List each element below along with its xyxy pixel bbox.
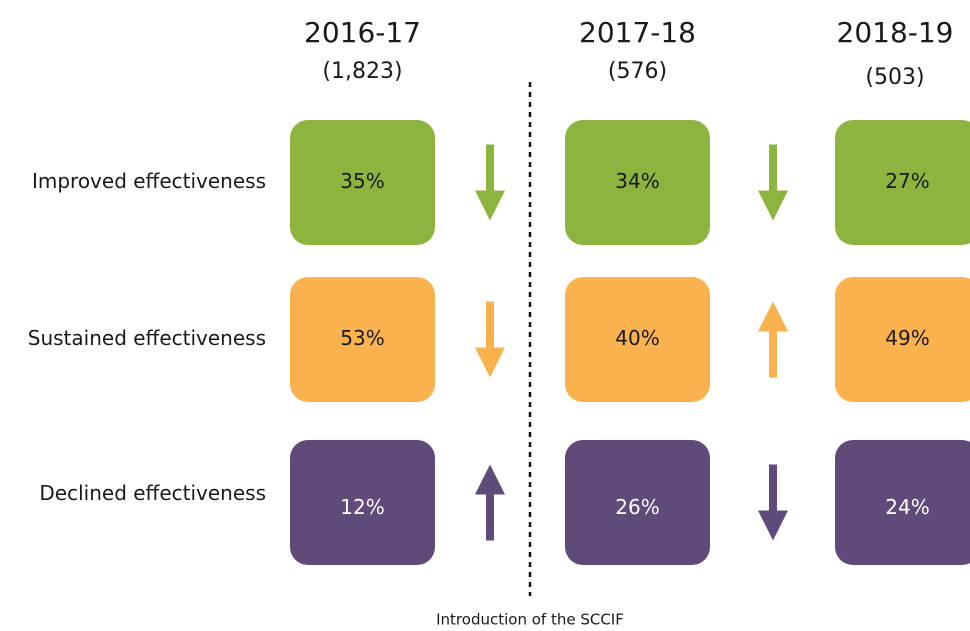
cell-value: 12%: [340, 495, 384, 519]
cell-box: [290, 120, 435, 245]
cell-box: [565, 120, 710, 245]
cell-value: 26%: [615, 495, 659, 519]
cell-value: 40%: [615, 326, 659, 350]
cell-box: [835, 440, 970, 565]
cell-value: 34%: [615, 169, 659, 193]
cell-box: [290, 440, 435, 565]
row-label: Improved effectiveness: [32, 169, 266, 193]
row-label: Declined effectiveness: [39, 481, 266, 505]
year-heading: 2018-19: [837, 16, 954, 49]
year-heading: 2016-17: [304, 16, 421, 49]
trend-arrow: [758, 301, 788, 378]
trend-arrow: [475, 464, 505, 541]
count-label: (1,823): [322, 59, 402, 84]
trend-arrow: [758, 144, 788, 221]
count-label: (503): [865, 65, 924, 90]
cell-box: [835, 120, 970, 245]
count-label: (576): [608, 59, 667, 84]
trend-arrow: [758, 464, 788, 541]
cell-value: 27%: [885, 169, 929, 193]
cell-value: 49%: [885, 326, 929, 350]
cell-box: [835, 277, 970, 402]
cell-box: [290, 277, 435, 402]
trend-arrow: [475, 301, 505, 378]
footnote: Introduction of the SCCIF: [436, 611, 624, 629]
year-heading: 2017-18: [579, 16, 696, 49]
cell-value: 53%: [340, 326, 384, 350]
trend-arrow: [475, 144, 505, 221]
row-label: Sustained effectiveness: [28, 326, 266, 350]
cell-box: [565, 277, 710, 402]
cell-value: 35%: [340, 169, 384, 193]
cell-value: 24%: [885, 495, 929, 519]
cell-box: [565, 440, 710, 565]
